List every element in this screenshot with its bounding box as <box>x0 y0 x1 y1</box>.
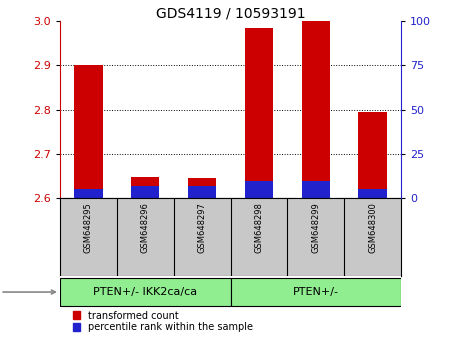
Text: GSM648296: GSM648296 <box>141 202 150 253</box>
Text: GSM648299: GSM648299 <box>311 202 320 253</box>
Title: GDS4119 / 10593191: GDS4119 / 10593191 <box>156 6 305 20</box>
Bar <box>74 189 102 198</box>
Bar <box>131 177 160 198</box>
FancyBboxPatch shape <box>60 278 230 306</box>
Text: PTEN+/-: PTEN+/- <box>293 287 339 297</box>
Legend: transformed count, percentile rank within the sample: transformed count, percentile rank withi… <box>73 310 253 332</box>
Bar <box>188 178 216 198</box>
Bar <box>245 28 273 198</box>
Text: PTEN+/- IKK2ca/ca: PTEN+/- IKK2ca/ca <box>93 287 197 297</box>
Text: GSM648297: GSM648297 <box>198 202 207 253</box>
Bar <box>245 181 273 198</box>
Bar <box>131 186 160 198</box>
Bar <box>301 181 330 198</box>
Text: GSM648300: GSM648300 <box>368 202 377 253</box>
Bar <box>188 186 216 198</box>
Bar <box>74 65 102 198</box>
Text: GSM648295: GSM648295 <box>84 202 93 253</box>
Bar <box>358 189 387 198</box>
Text: GSM648298: GSM648298 <box>254 202 263 253</box>
Text: genotype/variation: genotype/variation <box>0 287 55 297</box>
Bar <box>301 21 330 198</box>
FancyBboxPatch shape <box>230 278 401 306</box>
Bar <box>358 112 387 198</box>
